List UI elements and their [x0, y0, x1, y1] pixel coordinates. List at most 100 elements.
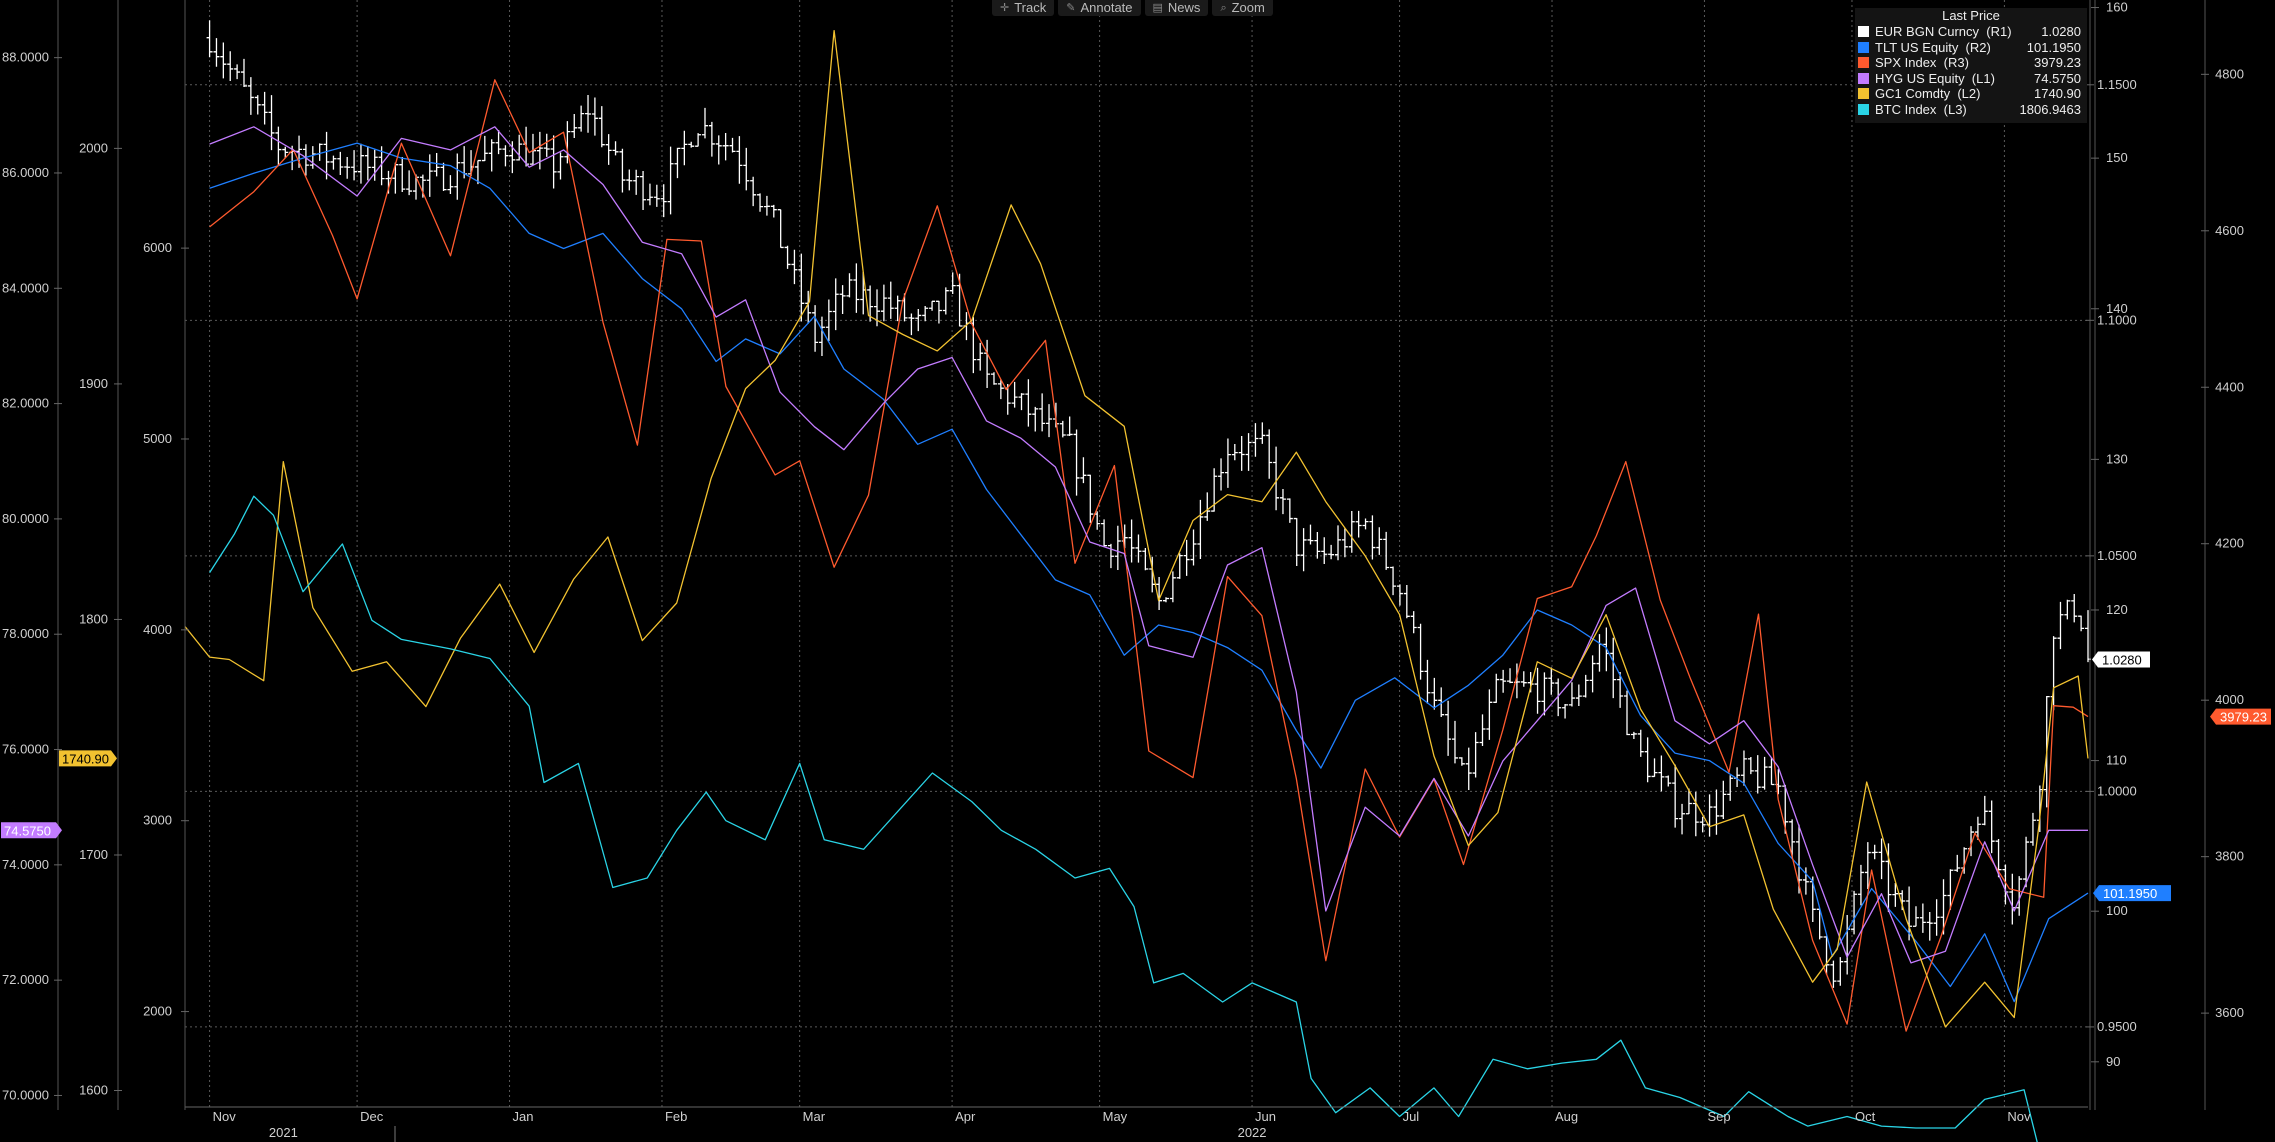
y-tick-label-r3: 4800 — [2215, 66, 2244, 81]
price-bar — [1740, 750, 1747, 786]
price-bar — [357, 143, 364, 184]
price-bar — [1169, 571, 1176, 603]
price-bar — [1348, 511, 1355, 553]
price-bar — [1871, 844, 1878, 860]
price-bar — [818, 316, 825, 356]
y-tick-label-l1: 74.0000 — [2, 857, 49, 872]
price-bar — [1555, 678, 1562, 717]
price-bar — [887, 281, 894, 319]
price-bar — [681, 130, 688, 166]
price-bar — [770, 204, 777, 218]
price-bar — [474, 159, 481, 185]
y-tick-label-l3: 6000 — [143, 240, 172, 255]
last-value-text: 101.1950 — [2103, 886, 2157, 901]
price-bar — [1376, 527, 1383, 555]
price-bar — [997, 379, 1004, 400]
legend-series-name: EUR BGN Curncy (R1) — [1875, 24, 2012, 40]
price-bar — [1617, 672, 1624, 708]
price-bar — [1727, 775, 1734, 801]
legend-entry[interactable]: BTC Index (L3) 1806.9463 — [1855, 102, 2087, 118]
price-bar — [1438, 687, 1445, 717]
legend-swatch — [1858, 57, 1869, 69]
legend-title: Last Price — [1942, 8, 2000, 23]
price-bar — [1624, 690, 1630, 736]
legend-series-name: SPX Index (R3) — [1875, 55, 1969, 71]
y-tick-label-r2: 130 — [2106, 451, 2128, 466]
price-bar — [1713, 789, 1720, 835]
price-bar — [1582, 674, 1589, 698]
y-tick-label-l3: 5000 — [143, 431, 172, 446]
series-line-hyg-us-equity — [209, 126, 2088, 964]
chart-legend: Last Price EUR BGN Curncy (R1) 1.0280 TLT … — [1855, 8, 2087, 123]
legend-swatch — [1858, 26, 1869, 38]
price-bar — [516, 134, 523, 161]
track-button[interactable]: ✛ Track — [992, 0, 1055, 16]
price-bar — [1341, 528, 1348, 558]
chart-grid — [185, 0, 2088, 1107]
y-tick-label-l2: 1900 — [79, 376, 108, 391]
annotate-button[interactable]: ✎ Annotate — [1058, 0, 1141, 16]
price-bar — [564, 121, 571, 164]
price-bar — [213, 38, 220, 67]
legend-entry[interactable]: GC1 Comdty (L2) 1740.90 — [1855, 86, 2087, 102]
price-bar — [1465, 747, 1472, 790]
price-bar — [2078, 615, 2085, 632]
y-tick-label-l1: 82.0000 — [2, 396, 49, 411]
price-bar — [1672, 764, 1679, 828]
price-bar — [316, 143, 323, 161]
price-bar — [1789, 819, 1796, 858]
price-bar — [1610, 637, 1617, 699]
legend-last-value: 1806.9463 — [2019, 101, 2081, 117]
x-tick-label: Feb — [665, 1109, 687, 1124]
price-bar — [853, 263, 860, 313]
price-bar — [1754, 755, 1761, 794]
price-bar — [2057, 601, 2064, 650]
price-bar — [1974, 816, 1981, 840]
price-bar — [1472, 732, 1479, 778]
price-bar — [1637, 729, 1644, 757]
price-bar — [990, 372, 997, 385]
price-bar — [695, 133, 702, 147]
price-bar — [447, 175, 454, 194]
price-bar — [254, 95, 261, 115]
price-bar — [722, 132, 729, 161]
x-tick-label: Dec — [360, 1109, 384, 1124]
price-bar — [1445, 700, 1452, 756]
legend-entry[interactable]: TLT US Equity (R2) 101.1950 — [1855, 40, 2087, 56]
price-bar — [247, 77, 254, 115]
zoom-button[interactable]: ⌕ Zoom — [1212, 0, 1273, 16]
price-bar — [1892, 882, 1899, 907]
price-bar — [1630, 731, 1637, 740]
legend-entry[interactable]: SPX Index (R3) 3979.23 — [1855, 55, 2087, 71]
price-bar — [351, 150, 358, 181]
y-tick-label-l1: 78.0000 — [2, 626, 49, 641]
price-bar — [550, 135, 557, 189]
price-bar — [1114, 525, 1121, 570]
price-bar — [1541, 672, 1548, 716]
news-button[interactable]: ▤ News — [1144, 0, 1209, 16]
y-tick-label-r2: 120 — [2106, 602, 2128, 617]
legend-entry[interactable]: EUR BGN Curncy (R1) 1.0280 — [1855, 24, 2087, 40]
price-bar — [688, 141, 695, 148]
price-bar — [1864, 842, 1871, 890]
price-bar — [406, 170, 413, 196]
price-bar — [619, 148, 626, 193]
legend-swatch — [1858, 103, 1869, 115]
price-bar — [605, 134, 612, 165]
price-bar — [1507, 668, 1514, 684]
price-bar — [591, 97, 598, 136]
price-bar — [1273, 446, 1280, 511]
price-bar — [240, 58, 247, 87]
legend-entry[interactable]: HYG US Equity (L1) 74.5750 — [1855, 71, 2087, 87]
price-bar — [2064, 599, 2071, 620]
price-bar — [908, 313, 915, 336]
legend-series-name: GC1 Comdty (L2) — [1875, 86, 1981, 102]
price-bar — [1183, 539, 1190, 576]
price-bar — [1720, 780, 1727, 819]
price-bar — [1293, 517, 1300, 567]
price-bar — [1548, 667, 1555, 695]
price-bar — [1403, 584, 1410, 619]
last-value-text: 3979.23 — [2220, 710, 2267, 725]
